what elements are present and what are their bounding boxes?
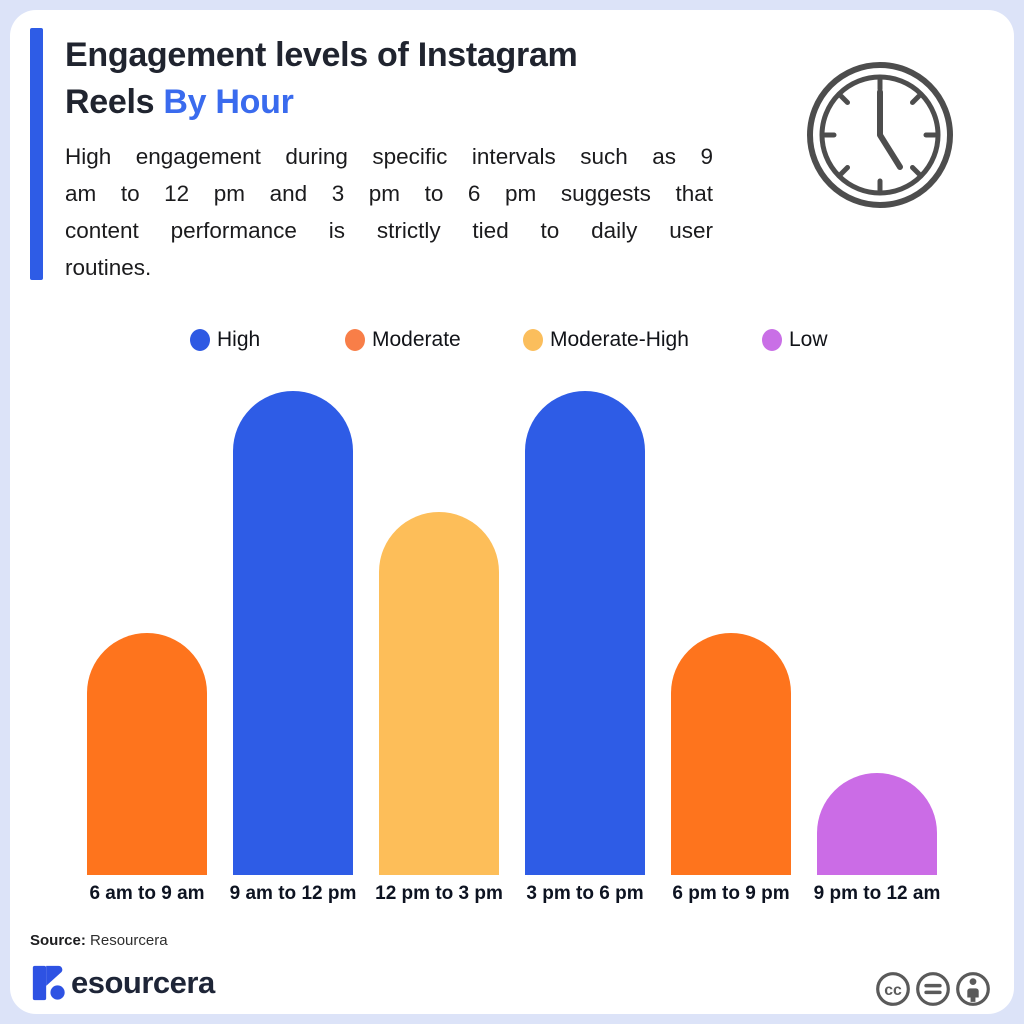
subtitle-line: content performance is strictly tied to … [65, 218, 713, 243]
subtitle-line: High engagement during specific interval… [65, 144, 713, 169]
source-value: Resourcera [90, 932, 168, 949]
legend-label: Moderate [372, 328, 461, 351]
page-title: Engagement levels of Instagram Reels By … [65, 32, 578, 126]
legend-dot [523, 329, 543, 351]
cc-icon: cc [876, 972, 910, 1006]
legend-item: Moderate [345, 328, 461, 352]
legend-item: High [190, 328, 260, 352]
bar-column: 9 pm to 12 am [814, 391, 940, 904]
brand-text: esourcera [71, 965, 215, 1000]
bar [87, 633, 207, 875]
brand-logo: esourcera [30, 964, 215, 1002]
bar-chart: 6 am to 9 am 9 am to 12 pm 12 pm to 3 pm… [87, 391, 940, 904]
no-derivatives-equals-icon [916, 972, 950, 1006]
bar-label: 9 am to 12 pm [229, 883, 357, 904]
legend-item: Moderate-High [523, 328, 689, 352]
bar-label: 6 pm to 9 pm [672, 883, 790, 904]
title-line1: Engagement levels of Instagram [65, 36, 578, 74]
legend-dot [190, 329, 210, 351]
source-note: Source: Resourcera [30, 932, 168, 949]
bar-column: 9 am to 12 pm [230, 391, 356, 904]
svg-text:cc: cc [884, 982, 902, 999]
title-line2: Reels [65, 83, 164, 121]
subtitle-line: am to 12 pm and 3 pm to 6 pm suggests th… [65, 181, 713, 206]
bar [233, 391, 353, 875]
bar [817, 773, 937, 875]
subtitle-line: routines. [65, 255, 152, 280]
attribution-person-icon [956, 972, 990, 1006]
license-badges: cc [874, 970, 992, 1008]
clock-icon [807, 62, 953, 208]
accent-bar [30, 28, 43, 280]
subtitle: High engagement during specific interval… [65, 138, 713, 286]
infographic-card: Engagement levels of Instagram Reels By … [10, 10, 1014, 1014]
bar-label: 3 pm to 6 pm [526, 883, 644, 904]
source-label: Source: [30, 932, 86, 949]
title-accent: By Hour [163, 83, 294, 121]
bar-label: 12 pm to 3 pm [375, 883, 503, 904]
legend-dot [762, 329, 782, 351]
bar-label: 6 am to 9 am [89, 883, 205, 904]
resourcera-logo-icon [32, 965, 65, 1001]
legend-item: Low [762, 328, 828, 352]
bar-column: 3 pm to 6 pm [525, 391, 645, 904]
legend-label: Moderate-High [550, 328, 689, 351]
bar [671, 633, 791, 875]
bar [525, 391, 645, 875]
legend-label: Low [789, 328, 828, 351]
legend-label: High [217, 328, 261, 351]
bar-column: 6 am to 9 am [87, 391, 207, 904]
legend-dot [345, 329, 365, 351]
bar-column: 12 pm to 3 pm [375, 391, 503, 904]
legend: High Moderate Moderate-High Low [10, 328, 1014, 356]
bar-column: 6 pm to 9 pm [671, 391, 791, 904]
bar [379, 512, 499, 875]
bar-label: 9 pm to 12 am [813, 883, 941, 904]
